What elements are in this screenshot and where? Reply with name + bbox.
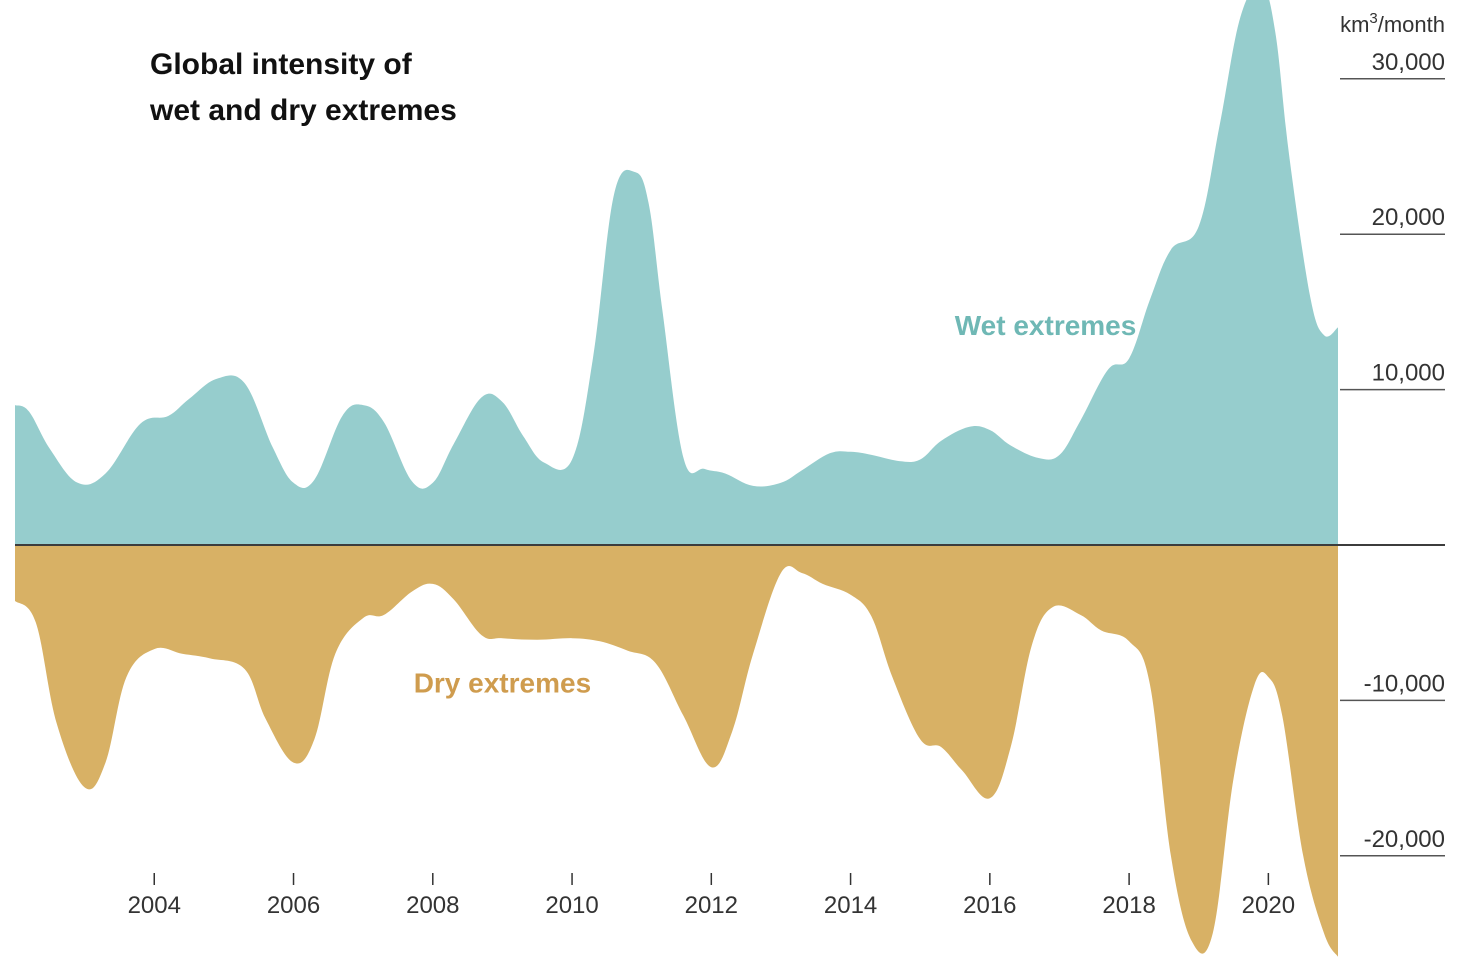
wet-extremes-area (15, 0, 1338, 545)
unit-superscript: 3 (1369, 10, 1377, 27)
x-tick-label: 2004 (128, 892, 181, 919)
x-tick-label: 2018 (1102, 892, 1155, 919)
x-tick-label: 2008 (406, 892, 459, 919)
unit-rest: /month (1378, 12, 1445, 37)
x-tick-label: 2020 (1242, 892, 1295, 919)
chart-title-line-2: wet and dry extremes (149, 94, 457, 127)
y-tick-label: -10,000 (1364, 670, 1445, 697)
x-axis: 2004 2006 2008 2010 2012 2014 2016 2018 2020 (128, 873, 1295, 919)
y-axis: 30,000 20,000 10,000 -10,000 -20,000 (1340, 49, 1445, 857)
x-tick-label: 2006 (267, 892, 320, 919)
x-tick-label: 2010 (545, 892, 598, 919)
dry-extremes-label: Dry extremes (414, 668, 591, 699)
x-tick-label: 2012 (685, 892, 738, 919)
unit-label: km3/month (1340, 10, 1445, 37)
y-tick-label: 30,000 (1372, 49, 1445, 76)
x-tick-label: 2014 (824, 892, 877, 919)
chart-title-line-1: Global intensity of (150, 48, 413, 81)
y-tick-label: -20,000 (1364, 826, 1445, 853)
wet-extremes-label: Wet extremes (955, 310, 1137, 341)
dry-extremes-area (15, 545, 1338, 957)
y-tick-label: 10,000 (1372, 360, 1445, 387)
y-tick-label: 20,000 (1372, 204, 1445, 231)
unit-base: km (1340, 12, 1369, 37)
x-tick-label: 2016 (963, 892, 1016, 919)
